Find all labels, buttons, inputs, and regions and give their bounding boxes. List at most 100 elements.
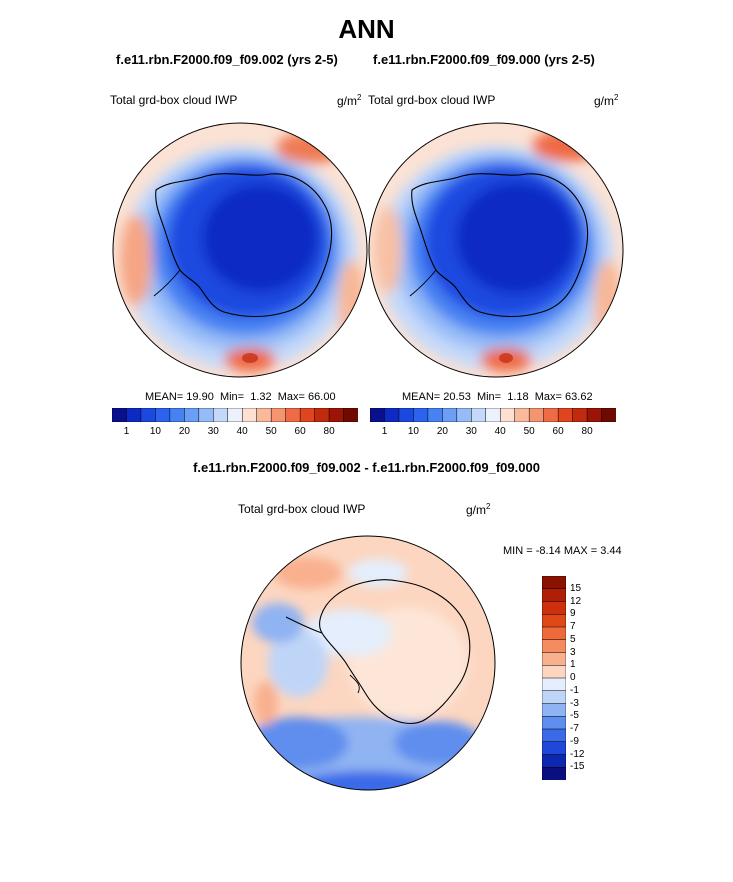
panel-3-near-zero-north	[348, 559, 408, 587]
panel-2-map-border	[368, 122, 624, 378]
panel-1-colorbar-swatch	[126, 408, 142, 422]
panel-3-colorbar-tick-label: 0	[570, 672, 576, 683]
panel-1-colorbar-tick-label: 20	[178, 426, 190, 437]
panel-3-colorbar-swatch	[542, 576, 566, 590]
panel-3-colorbar-tick-label: -9	[570, 735, 579, 747]
panel-2-colorbar	[370, 408, 616, 422]
panel-2-colorbar-tick-label: 50	[523, 426, 535, 437]
panel-3-colorbar-swatch	[542, 741, 566, 756]
panel-3-peninsula-outline	[285, 616, 323, 634]
panel-3-colorbar-swatch	[542, 614, 566, 628]
panel-3-cool-southeast	[394, 721, 482, 765]
panel-3-units: g/m2	[466, 502, 491, 517]
panel-1-colorbar-swatch	[198, 408, 214, 422]
panel-2-colorbar-swatch	[413, 408, 429, 422]
panel-2-colorbar-swatch	[557, 408, 574, 422]
panel-1-colorbar-tick-label: 60	[294, 426, 306, 437]
panel-3-warm-west	[254, 681, 278, 725]
panel-1-colorbar-tick-label: 50	[265, 426, 277, 437]
panel-3-colorbar-swatch	[542, 626, 566, 641]
panel-1-antarctica-outline	[155, 173, 333, 318]
panel-1-colorbar-swatch	[155, 408, 171, 422]
panel-3-colorbar-swatch	[542, 601, 566, 615]
panel-1-peninsula-outline	[153, 269, 181, 297]
panel-3-title: f.e11.rbn.F2000.f09_f09.002 - f.e11.rbn.…	[193, 460, 540, 475]
panel-2-colorbar-tick-label: 20	[436, 426, 448, 437]
panel-1-map	[112, 122, 368, 378]
panel-3-colorbar-swatch	[542, 716, 566, 730]
panel-1-colorbar-swatch	[112, 408, 128, 422]
panel-3-near-zero-west	[304, 609, 392, 657]
panel-1-colorbar-swatch	[299, 408, 316, 422]
panel-2-colorbar-tick-label: 60	[552, 426, 564, 437]
panel-1-colorbar-tick-label: 40	[236, 426, 248, 437]
panel-3-warm-north	[274, 557, 342, 589]
panel-3-ice-shelf-outline	[349, 674, 360, 694]
panel-1-colorbar-labels: 1 10 20 30 40 50 60 80	[112, 426, 358, 440]
panel-2-colorbar-swatch	[398, 408, 414, 422]
panel-2-colorbar-swatch	[427, 408, 443, 422]
panel-1-stats: MEAN= 19.90 Min= 1.32 Max= 66.00	[145, 391, 336, 403]
panel-3-colorbar-tick-label: -7	[570, 723, 579, 734]
panel-3-antarctica-outline	[319, 579, 471, 725]
panel-1-colorbar-swatch	[328, 408, 345, 422]
panel-3-colorbar-swatch	[542, 703, 566, 717]
panel-1-title: f.e11.rbn.F2000.f09_f09.002 (yrs 2-5)	[116, 52, 338, 67]
panel-2-colorbar-swatch	[485, 408, 501, 422]
panel-3-cool-west	[268, 629, 328, 697]
panel-3-cool-southwest	[248, 717, 348, 769]
panel-3-colorbar-swatch	[542, 588, 566, 603]
panel-1-band-core	[202, 184, 318, 292]
panel-2-band-core	[456, 182, 576, 294]
panel-2-colorbar-swatch	[384, 408, 400, 422]
panel-2-warm-east	[594, 260, 622, 344]
panel-1-colorbar-swatch	[241, 408, 258, 422]
panel-1-warm-west	[120, 214, 152, 306]
panel-3-colorbar-tick-label: 1	[570, 659, 576, 671]
panel-2-colorbar-swatch	[456, 408, 472, 422]
panel-2-colorbar-tick-label: 30	[465, 426, 477, 437]
panel-2-variable-label: Total grd-box cloud IWP	[368, 93, 496, 107]
panel-3-colorbar-tick-label: -3	[570, 697, 579, 709]
panel-1-max-spot	[242, 353, 258, 363]
panel-3-colorbar-swatch	[542, 754, 566, 768]
panel-2-colorbar-swatch	[442, 408, 458, 422]
panel-2-stats: MEAN= 20.53 Min= 1.18 Max= 63.62	[402, 391, 593, 403]
panel-1-colorbar-swatch	[140, 408, 156, 422]
panel-2-map	[368, 122, 624, 378]
panel-2-colorbar-swatch	[514, 408, 530, 422]
panel-3-colorbar-tick-label: 9	[570, 608, 576, 620]
panel-2-colorbar-swatch	[543, 408, 559, 422]
panel-3-stats: MIN = -8.14 MAX = 3.44	[503, 545, 622, 557]
panel-1-units: g/m2	[337, 93, 362, 108]
panel-2-colorbar-swatch	[471, 408, 487, 422]
panel-3-cool-rim	[298, 771, 438, 790]
panel-2-warm-northeast	[532, 130, 600, 162]
panel-2-colorbar-swatch	[572, 408, 588, 422]
panel-2-colorbar-labels: 1 10 20 30 40 50 60 80	[370, 426, 616, 440]
panel-3-colorbar-tick-label: 7	[570, 621, 576, 632]
panel-2-warm-west	[374, 206, 402, 294]
panel-1-colorbar-swatch	[343, 408, 358, 422]
panel-2-colorbar-tick-label: 10	[407, 426, 419, 437]
panel-3-colorbar-swatch	[542, 677, 566, 692]
panel-1-colorbar-tick-label: 1	[123, 426, 130, 437]
panel-3-map	[240, 535, 496, 791]
panel-2-colorbar-swatch	[601, 408, 616, 422]
panel-3-colorbar-swatch	[542, 728, 566, 743]
panel-1-map-border	[112, 122, 368, 378]
panel-1-colorbar-swatch	[256, 408, 272, 422]
panel-1-colorbar-swatch	[213, 408, 229, 422]
panel-2-max-spot	[499, 353, 513, 363]
panel-1-warm-northeast	[276, 132, 344, 164]
panel-1-colorbar	[112, 408, 358, 422]
panel-2-colorbar-swatch	[499, 408, 516, 422]
panel-3-variable-label: Total grd-box cloud IWP	[238, 502, 366, 516]
panel-3-colorbar-tick-label: -5	[570, 710, 579, 722]
panel-3-colorbar-swatch	[542, 665, 566, 679]
panel-1-colorbar-swatch	[227, 408, 243, 422]
panel-1-colorbar-tick-label: 30	[207, 426, 219, 437]
panel-1-colorbar-swatch	[169, 408, 185, 422]
panel-3-colorbar	[542, 576, 566, 780]
panel-2-peninsula-outline	[409, 269, 437, 297]
